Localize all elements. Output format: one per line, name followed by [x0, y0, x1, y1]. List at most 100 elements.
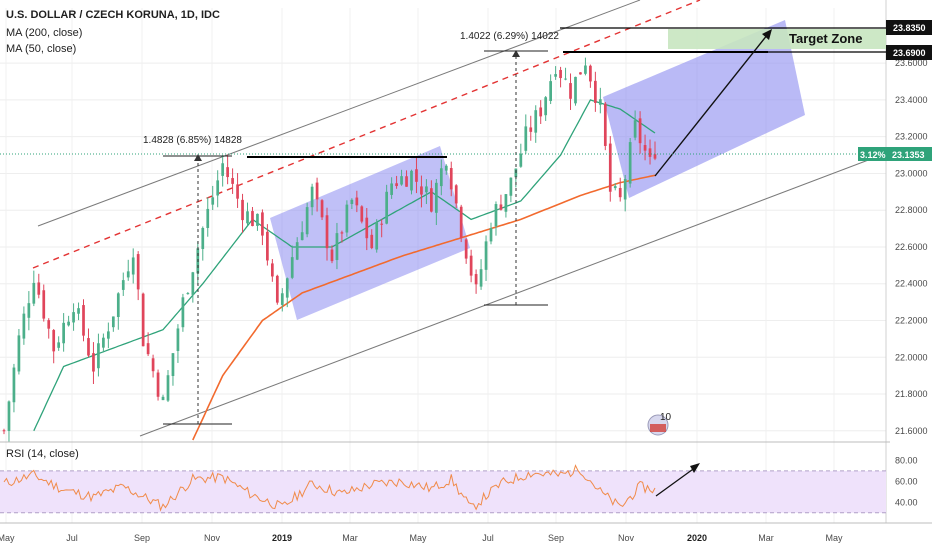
candle-body	[191, 272, 195, 295]
candle-body	[92, 353, 95, 372]
candle-body	[320, 200, 324, 218]
candle-body	[345, 204, 349, 233]
measure-left-label: 1.4828 (6.85%) 14828	[143, 135, 242, 146]
candle-body	[107, 331, 110, 339]
candle-body	[564, 78, 567, 80]
consolidation-channel-left	[270, 146, 470, 320]
upper-channel-line	[37, 0, 641, 227]
candle-body	[589, 65, 592, 82]
candle-body	[295, 242, 299, 260]
candle-body	[385, 191, 389, 224]
candle-body	[430, 188, 433, 212]
time-tick: Mar	[758, 533, 774, 543]
candle-body	[231, 178, 234, 184]
time-tick: Jul	[66, 533, 78, 543]
rsi-tick: 40.00	[895, 497, 918, 507]
candle-body	[176, 328, 180, 351]
price-tick: 23.2000	[895, 132, 928, 142]
candle-body	[623, 178, 627, 200]
drawings-front: 1.4828 (6.85%) 14828 1.4022 (6.29%) 1402…	[0, 27, 886, 425]
price-axis: 23.6000 23.4000 23.2000 23.0000 22.8000 22.60…	[895, 58, 928, 436]
candle-body	[226, 167, 229, 178]
candle-body	[643, 145, 647, 151]
candle-body	[102, 337, 105, 348]
candle-body	[613, 186, 617, 189]
candle-body	[569, 83, 572, 99]
candle-body	[340, 232, 344, 234]
price-tick: 21.6000	[895, 426, 928, 436]
price-tick: 22.4000	[895, 279, 928, 289]
rsi-tick: 80.00	[895, 455, 918, 465]
rsi-projection-arrow	[655, 466, 697, 497]
price-tick: 21.8000	[895, 389, 928, 399]
candle-body	[52, 330, 56, 352]
candle-body	[420, 186, 423, 195]
candle-body	[469, 255, 473, 276]
target-zone-label: Target Zone	[789, 31, 862, 46]
candle-body	[519, 153, 523, 167]
tag-target-high: 23.8350	[893, 23, 926, 33]
candle-body	[181, 297, 185, 328]
candle-body	[375, 222, 379, 250]
candle-body	[489, 228, 493, 242]
candle-body	[499, 204, 503, 210]
rsi-legend[interactable]: RSI (14, close)	[6, 448, 79, 460]
candle-body	[241, 199, 244, 221]
ma50-legend[interactable]: MA (50, close)	[6, 43, 76, 55]
candle-body	[350, 199, 354, 205]
candle-body	[116, 293, 120, 318]
tag-target-low: 23.6900	[893, 48, 926, 58]
candle-body	[280, 293, 284, 305]
candle-body	[395, 183, 398, 187]
candle-body	[87, 338, 90, 356]
candle-body	[211, 197, 215, 205]
ma200-legend[interactable]: MA (200, close)	[6, 27, 82, 39]
measure-right-arrowhead	[512, 50, 520, 57]
candle-body	[335, 233, 339, 261]
projection-arrow	[654, 33, 769, 177]
ma200-line	[192, 174, 656, 441]
candle-body	[22, 313, 26, 339]
candle-body	[201, 227, 205, 250]
rsi-band	[0, 470, 886, 513]
candle-body	[166, 375, 170, 401]
candle-body	[439, 168, 443, 187]
resistance-trendline	[32, 0, 701, 269]
target-zone-box	[668, 29, 886, 49]
candle-body	[186, 293, 190, 295]
measure-right-label: 1.4022 (6.29%) 14022	[460, 31, 559, 42]
candle-body	[405, 176, 408, 187]
time-tick: Nov	[204, 533, 221, 543]
candle-body	[77, 308, 80, 314]
candle-body	[484, 241, 488, 270]
candle-body	[425, 186, 428, 193]
candle-body	[57, 342, 61, 348]
candle-body	[504, 194, 508, 212]
candle-body	[449, 168, 453, 190]
price-tick: 23.6000	[895, 58, 928, 68]
candle-body	[275, 275, 279, 303]
candle-body	[42, 290, 46, 319]
candle-body	[2, 430, 6, 432]
candle-body	[161, 396, 165, 401]
candle-body	[633, 120, 637, 138]
candle-body	[136, 254, 140, 290]
candle-body	[236, 184, 239, 199]
measure-left-arrowhead	[194, 154, 202, 161]
candle-body	[300, 232, 304, 241]
projection-channel-right	[603, 20, 805, 198]
candle-body	[434, 182, 438, 213]
candle-body	[146, 343, 150, 355]
candle-body	[603, 103, 607, 146]
time-axis: May Jul Sep Nov 2019 Mar May Jul Sep Nov 2020 Mar Ma…	[0, 533, 843, 543]
symbol-title[interactable]: U.S. DOLLAR / CZECH KORUNA, 1D, IDC	[6, 9, 220, 21]
candle-body	[221, 163, 225, 176]
price-tick: 22.2000	[895, 316, 928, 326]
time-tick: May	[825, 533, 843, 543]
badge-number: 10	[660, 412, 672, 423]
price-tick: 22.0000	[895, 352, 928, 362]
projection-arrowhead	[762, 29, 772, 40]
candle-body	[464, 239, 468, 259]
